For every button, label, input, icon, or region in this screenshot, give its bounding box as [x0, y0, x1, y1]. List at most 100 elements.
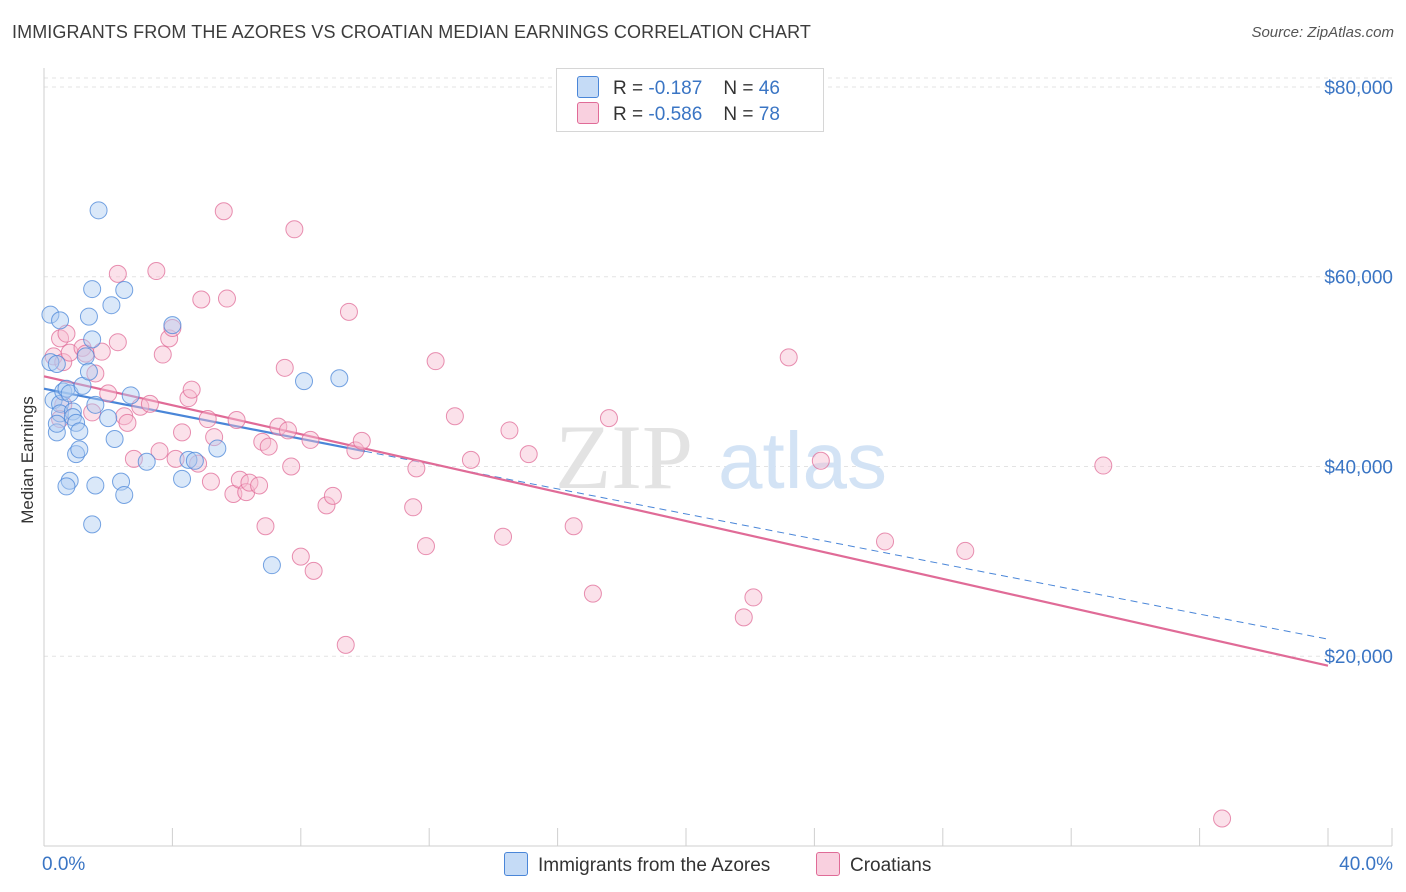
bottom-legend-azores: Immigrants from the Azores: [504, 852, 770, 877]
azores-point-24: [99, 409, 118, 428]
croatians-point-49: [285, 220, 304, 239]
croatians-point-25: [166, 449, 185, 468]
croatians-point-66: [500, 421, 519, 440]
source-credit: Source: ZipAtlas.com: [1251, 24, 1394, 41]
croatians-point-32: [201, 472, 220, 491]
croatians-point-57: [346, 441, 365, 460]
y-tick-label-3: $80,000: [1324, 78, 1393, 99]
croatians-point-19: [140, 394, 159, 413]
azores-point-33: [179, 450, 198, 469]
croatians-point-47: [278, 421, 297, 440]
azores-point-2: [41, 353, 60, 372]
croatians-point-50: [291, 547, 310, 566]
croatians-point-29: [189, 454, 208, 473]
croatians-point-71: [734, 608, 753, 627]
series-azores: [41, 201, 349, 575]
n-label: N =: [723, 78, 754, 99]
series-croatians: [44, 202, 1232, 828]
trendline-1: [364, 450, 1329, 640]
croatians-point-75: [876, 532, 895, 551]
azores-point-3: [47, 355, 66, 374]
croatians-point-68: [564, 517, 583, 536]
croatians-point-65: [494, 527, 513, 546]
r-label: R =: [613, 104, 644, 125]
croatians-point-13: [108, 264, 127, 283]
n-value-croatians: 78: [758, 104, 780, 125]
azores-point-37: [60, 471, 79, 490]
x-tick-label-max: 40.0%: [1339, 854, 1393, 875]
chart-title: IMMIGRANTS FROM THE AZORES VS CROATIAN M…: [12, 22, 811, 42]
trendline-2: [43, 375, 1329, 667]
trendline-0: [43, 387, 366, 453]
y-tick-label-0: $20,000: [1324, 647, 1393, 668]
legend-swatch-croatians: [577, 102, 599, 124]
croatians-point-45: [269, 417, 288, 436]
azores-point-25: [105, 429, 124, 448]
azores-point-26: [112, 472, 131, 491]
croatians-point-42: [253, 432, 272, 451]
croatians-point-48: [282, 457, 301, 476]
y-tick-label-1: $40,000: [1324, 457, 1393, 478]
azores-point-32: [173, 469, 192, 488]
croatians-point-22: [153, 345, 172, 364]
correlation-legend: R = -0.187 N = 46 R = -0.586 N = 78: [556, 68, 824, 132]
croatians-point-44: [259, 437, 278, 456]
bottom-swatch-croatians: [816, 852, 840, 876]
croatians-point-74: [811, 451, 830, 470]
azores-point-1: [51, 311, 70, 330]
croatians-point-53: [317, 496, 336, 515]
azores-point-34: [185, 451, 204, 470]
azores-point-28: [121, 386, 140, 405]
azores-point-16: [76, 347, 95, 366]
croatians-point-60: [407, 459, 426, 478]
azores-point-14: [70, 422, 89, 441]
croatians-point-61: [416, 537, 435, 556]
croatians-point-72: [744, 588, 763, 607]
croatians-point-59: [404, 498, 423, 517]
n-value-azores: 46: [758, 78, 780, 99]
azores-point-31: [163, 316, 182, 335]
legend-swatch-azores: [577, 76, 599, 98]
r-value-azores: -0.187: [648, 78, 703, 99]
axes: [43, 68, 1393, 847]
bottom-swatch-azores: [504, 852, 528, 876]
croatians-point-43: [256, 517, 275, 536]
r-value-croatians: -0.586: [648, 104, 703, 125]
croatians-point-46: [275, 358, 294, 377]
azores-point-0: [41, 305, 60, 324]
croatians-point-26: [173, 423, 192, 442]
croatians-point-67: [519, 445, 538, 464]
croatians-point-56: [339, 302, 358, 321]
azores-point-19: [83, 280, 102, 299]
azores-point-35: [208, 439, 227, 458]
bottom-legend-label-azores: Immigrants from the Azores: [538, 855, 771, 876]
azores-point-39: [83, 515, 102, 534]
watermark-zip: ZIP: [555, 406, 693, 508]
croatians-point-2: [54, 353, 73, 372]
croatians-point-1: [51, 329, 70, 348]
croatians-point-12: [99, 384, 118, 403]
croatians-point-35: [217, 289, 236, 308]
croatians-point-30: [192, 290, 211, 309]
croatians-point-34: [214, 202, 233, 221]
azores-point-23: [102, 296, 121, 315]
croatians-point-14: [108, 333, 127, 352]
azores-point-17: [79, 362, 98, 381]
croatians-point-52: [304, 561, 323, 580]
croatians-point-62: [426, 352, 445, 371]
y-tick-label-2: $60,000: [1324, 268, 1393, 289]
azores-point-20: [83, 330, 102, 349]
watermark: ZIP atlas: [555, 406, 887, 508]
legend-row-azores: R = -0.187 N = 46: [577, 76, 780, 100]
croatians-point-63: [445, 407, 464, 426]
croatians-point-64: [461, 450, 480, 469]
croatians-point-20: [147, 262, 166, 281]
croatians-point-78: [1213, 809, 1232, 828]
croatians-point-69: [583, 584, 602, 603]
watermark-atlas: atlas: [718, 416, 887, 505]
legend-row-croatians: R = -0.586 N = 78: [577, 102, 780, 126]
croatians-point-23: [160, 329, 179, 348]
croatians-point-54: [323, 486, 342, 505]
data-points: [41, 201, 1232, 828]
n-label: N =: [723, 104, 754, 125]
